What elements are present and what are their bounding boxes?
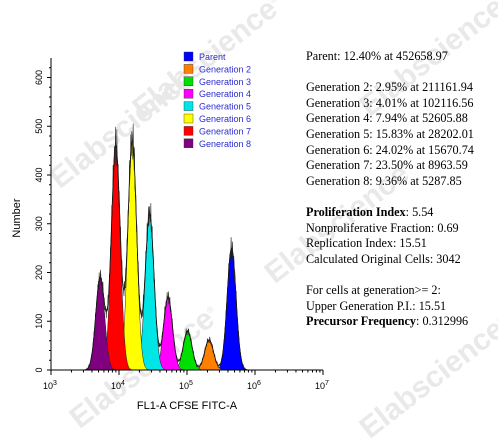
y-axis-label: Number bbox=[11, 198, 23, 237]
y-tick-label: 600 bbox=[34, 70, 44, 85]
stats-panel: Parent: 12.40% at 452658.97 Generation 2… bbox=[306, 49, 496, 330]
stat-calculated-cells: Calculated Original Cells: 3042 bbox=[306, 251, 461, 266]
y-tick-label: 200 bbox=[34, 265, 44, 280]
x-axis-label: FL1-A CFSE FITC-A bbox=[137, 400, 238, 412]
raw-histogram bbox=[76, 123, 252, 371]
legend-swatch bbox=[183, 51, 194, 62]
stat-generation: Generation 8: 9.36% at 5287.85 bbox=[306, 173, 462, 188]
stat-generation-condition: For cells at generation>= 2: bbox=[306, 282, 441, 297]
legend-swatch bbox=[183, 64, 194, 74]
legend-label: Generation 7 bbox=[199, 126, 251, 136]
stat-generation: Generation 7: 23.50% at 8963.59 bbox=[306, 158, 468, 173]
legend-swatch bbox=[183, 88, 194, 99]
legend-swatch bbox=[183, 76, 194, 87]
x-tick-label: 103 bbox=[43, 380, 57, 391]
stat-parent: Parent: 12.40% at 452658.97 bbox=[306, 49, 448, 63]
y-tick-label: 500 bbox=[34, 119, 44, 134]
legend-label: Parent bbox=[199, 52, 226, 62]
legend-label: Generation 2 bbox=[199, 64, 251, 74]
legend-label: Generation 5 bbox=[199, 102, 251, 112]
stat-generation: Generation 5: 15.83% at 28202.01 bbox=[306, 126, 474, 141]
legend: Parent Generation 2 Generation 3 Generation… bbox=[183, 51, 251, 149]
generation-peaks bbox=[84, 140, 248, 371]
stat-proliferation-index: Proliferation Index: 5.54 bbox=[306, 204, 434, 219]
legend-swatch bbox=[183, 126, 194, 136]
stat-replication-index: Replication Index: 15.51 bbox=[306, 236, 427, 251]
legend-label: Generation 6 bbox=[199, 114, 251, 124]
legend-swatch bbox=[183, 101, 194, 111]
y-tick-label: 300 bbox=[34, 216, 44, 231]
stat-generation: Generation 2: 2.95% at 211161.94 bbox=[306, 80, 473, 95]
x-tick-label: 105 bbox=[179, 380, 193, 391]
legend-swatch bbox=[183, 138, 194, 149]
x-axis-ticks: 103 104 105 106 107 bbox=[43, 370, 329, 391]
stat-nonproliferative-fraction: Nonproliferative Fraction: 0.69 bbox=[306, 220, 459, 235]
x-tick-label: 107 bbox=[315, 380, 329, 391]
y-tick-label: 0 bbox=[34, 367, 44, 372]
legend-label: Generation 3 bbox=[199, 77, 251, 87]
peak-parent bbox=[215, 247, 248, 371]
x-tick-label: 104 bbox=[111, 380, 125, 391]
histogram-chart: 0 100 200 300 400 500 600 103 104 105 106 107 FL1-… bbox=[11, 51, 329, 412]
stat-generation: Generation 4: 7.94% at 52605.88 bbox=[306, 111, 468, 126]
legend-swatch bbox=[183, 113, 194, 124]
y-tick-label: 100 bbox=[34, 314, 44, 329]
x-tick-label: 106 bbox=[247, 380, 261, 391]
legend-label: Generation 4 bbox=[199, 89, 251, 99]
y-axis-ticks: 0 100 200 300 400 500 600 bbox=[34, 67, 51, 373]
stat-precursor-frequency: Precursor Frequency: 0.312996 bbox=[306, 314, 469, 329]
stat-upper-generation-pi: Upper Generation P.I.: 15.51 bbox=[306, 298, 447, 313]
legend-label: Generation 8 bbox=[199, 139, 251, 149]
y-tick-label: 400 bbox=[34, 167, 44, 182]
stat-generation: Generation 3: 4.01% at 102116.56 bbox=[306, 95, 474, 110]
stat-generation: Generation 6: 24.02% at 15670.74 bbox=[306, 142, 474, 157]
